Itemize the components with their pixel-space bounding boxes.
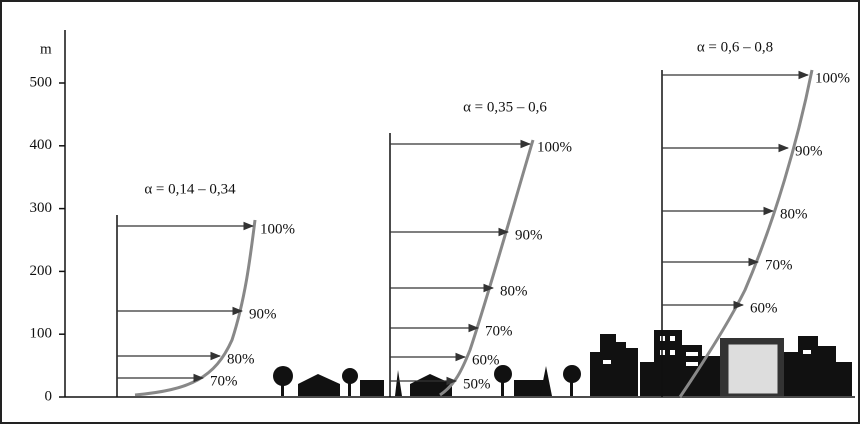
level-label: 90%: [515, 227, 543, 243]
y-tick-label: 200: [30, 263, 53, 279]
y-tick-label: 300: [30, 200, 53, 216]
y-tick-label: 500: [30, 74, 53, 90]
level-label: 80%: [500, 283, 528, 299]
scenery: [273, 330, 852, 396]
level-label: 80%: [227, 351, 255, 367]
profile-title: α = 0,14 – 0,34: [144, 181, 236, 197]
level-label: 100%: [537, 139, 572, 155]
profile-curve: [134, 219, 257, 397]
y-tick-label: 400: [30, 137, 53, 153]
level-label: 100%: [260, 221, 295, 237]
y-tick-label: 100: [30, 326, 53, 342]
level-label: 60%: [472, 352, 500, 368]
level-label: 90%: [795, 143, 823, 159]
profile-title: α = 0,6 – 0,8: [697, 39, 773, 55]
axis-unit: m: [40, 41, 52, 57]
profiles-layer: 0 100 200 300 400 500 α = 0,14 – 0,34 100% 90% 80…: [30, 39, 851, 404]
profile-curve: [678, 69, 814, 398]
profile-title: α = 0,35 – 0,6: [463, 99, 547, 115]
level-label: 60%: [750, 300, 778, 316]
level-label: 80%: [780, 206, 808, 222]
level-label: 70%: [765, 257, 793, 273]
level-label: 90%: [249, 306, 277, 322]
level-label: 70%: [485, 323, 513, 339]
level-label: 70%: [210, 373, 238, 389]
level-label: 50%: [463, 376, 491, 392]
level-label: 100%: [815, 70, 850, 86]
y-tick-label: 0: [45, 388, 53, 404]
